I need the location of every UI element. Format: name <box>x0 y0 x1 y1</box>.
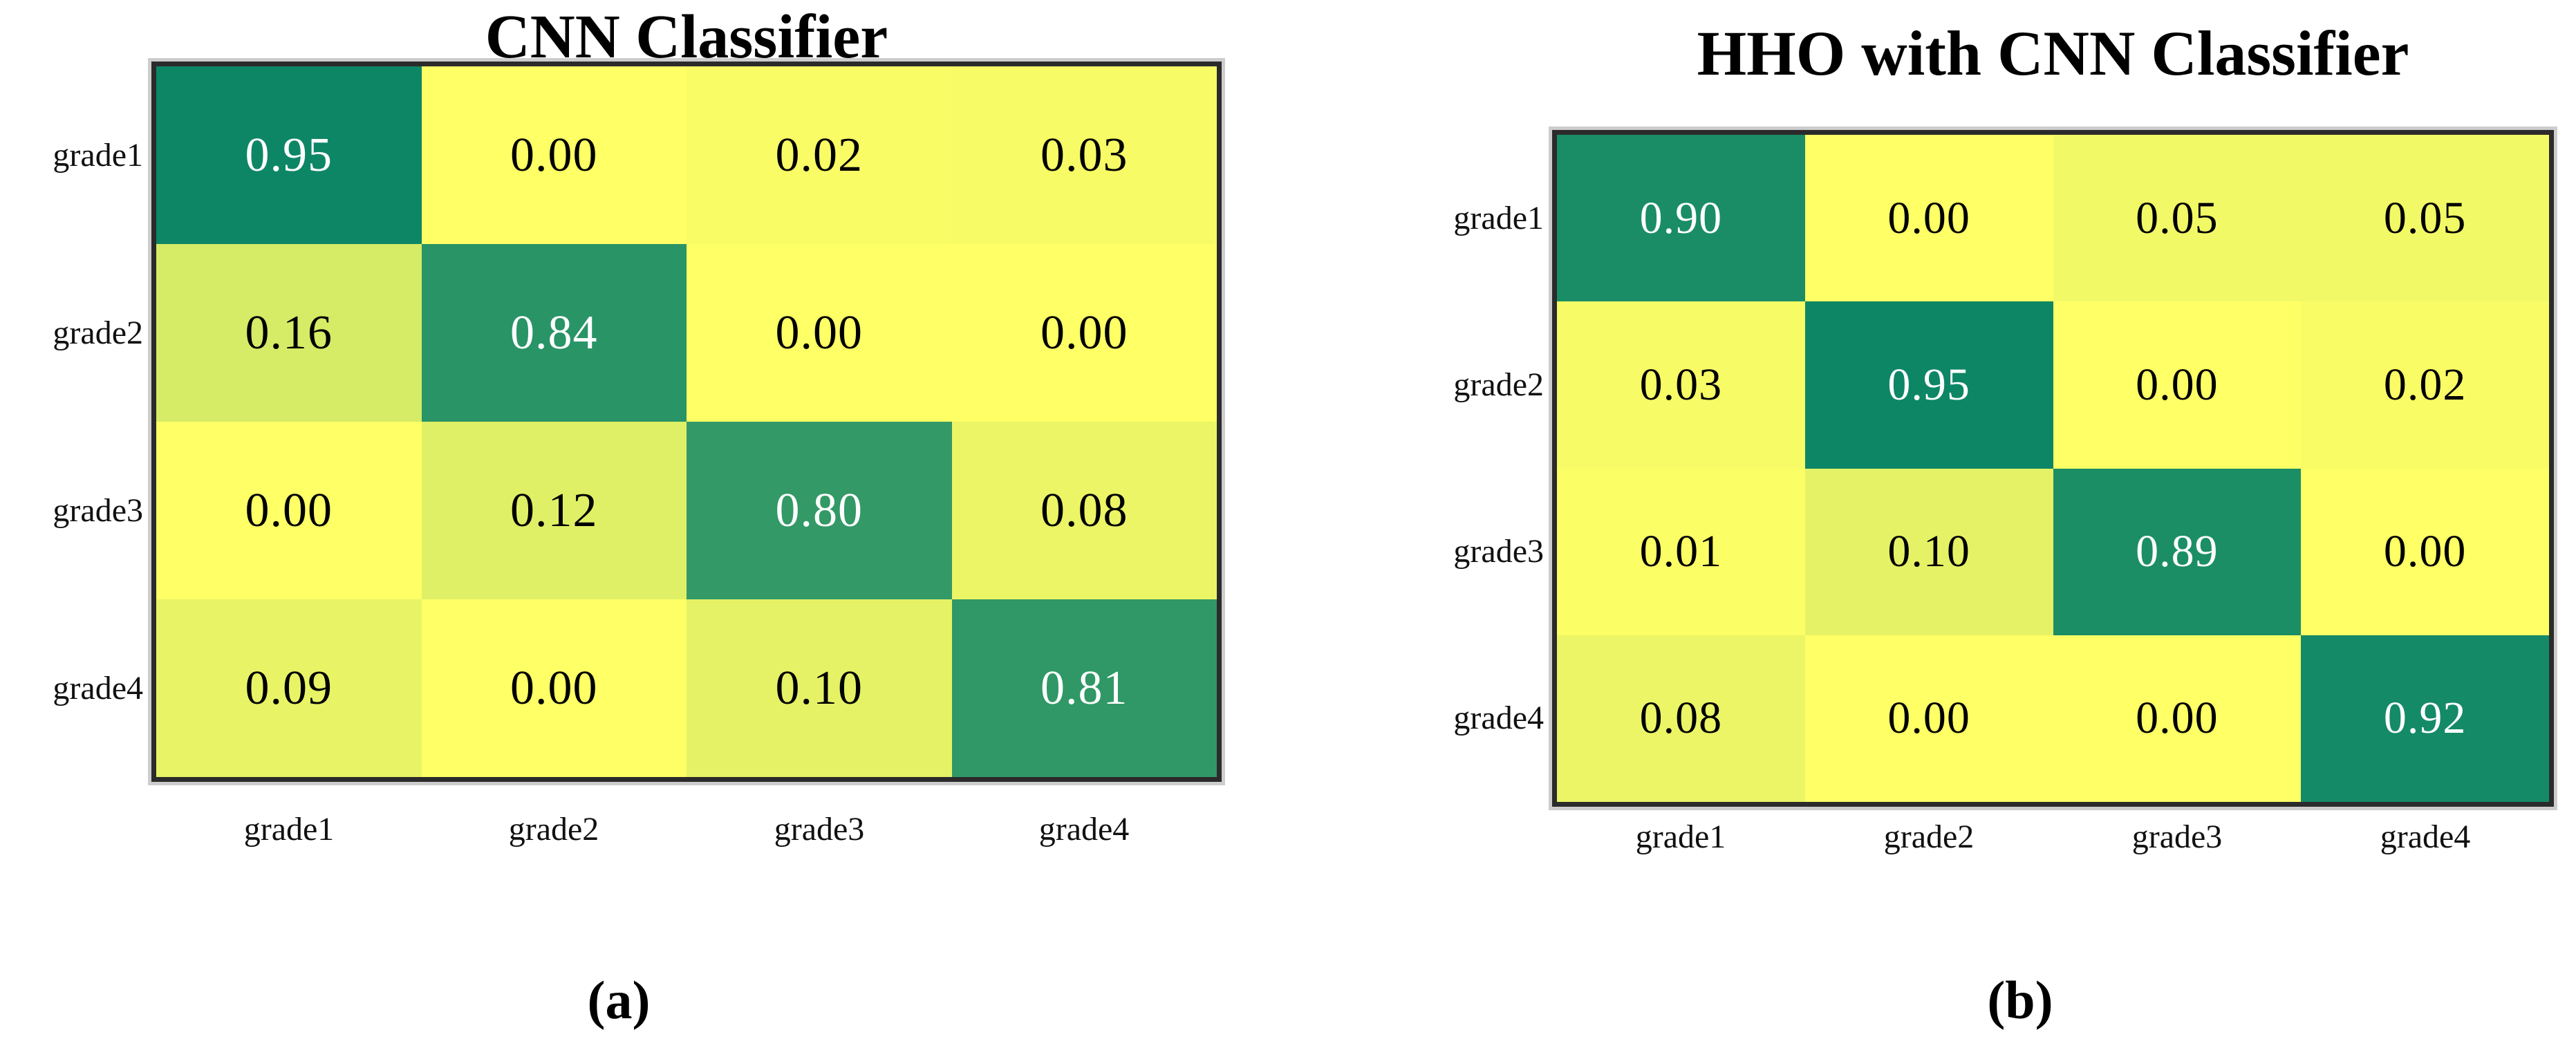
col-label-grade1: grade1 <box>243 811 335 848</box>
matrix-cell-r1c3: 0.05 <box>2053 135 2302 302</box>
row-label-grade4: grade4 <box>1453 700 1544 736</box>
matrix-cell-r4c2: 0.00 <box>1804 635 2053 802</box>
matrix-cell-r1c1: 0.95 <box>156 66 422 244</box>
col-label-grade2: grade2 <box>1883 818 1975 855</box>
col-label-grade4: grade4 <box>2380 818 2471 855</box>
matrix-cell-r1c4: 0.05 <box>2301 135 2549 302</box>
matrix-cell-r3c4: 0.00 <box>2301 468 2549 635</box>
matrix-cell-r1c2: 0.00 <box>421 66 687 244</box>
row-label-grade4: grade4 <box>53 670 143 707</box>
row-label-grade1: grade1 <box>1453 200 1544 236</box>
matrix-cell-r1c2: 0.00 <box>1804 135 2053 302</box>
row-label-grade3: grade3 <box>1453 533 1544 570</box>
col-label-grade1: grade1 <box>1635 818 1726 855</box>
matrix-cell-r4c4: 0.92 <box>2301 635 2549 802</box>
matrix-cell-r2c4: 0.02 <box>2301 301 2549 469</box>
matrix-cell-r1c3: 0.02 <box>687 66 952 244</box>
col-label-grade2: grade2 <box>508 811 599 848</box>
left-confusion-matrix: 0.95 0.00 0.02 0.03 0.16 0.84 0.00 0.00 0.00 0.12… <box>151 62 1222 782</box>
matrix-cell-r3c3: 0.80 <box>687 422 952 599</box>
matrix-cell-r4c3: 0.00 <box>2053 635 2302 802</box>
col-label-grade4: grade4 <box>1038 811 1130 848</box>
matrix-cell-r4c1: 0.08 <box>1557 635 1805 802</box>
matrix-cell-r4c3: 0.10 <box>687 599 952 777</box>
matrix-cell-r1c1: 0.90 <box>1557 135 1805 302</box>
matrix-cell-r1c4: 0.03 <box>951 66 1217 244</box>
matrix-cell-r2c2: 0.95 <box>1804 301 2053 469</box>
matrix-cell-r4c2: 0.00 <box>421 599 687 777</box>
row-label-grade3: grade3 <box>53 492 143 529</box>
subfigure-caption-a: (a) <box>587 970 651 1030</box>
matrix-cell-r4c1: 0.09 <box>156 599 422 777</box>
matrix-cell-r3c2: 0.12 <box>421 422 687 599</box>
matrix-cell-r3c1: 0.01 <box>1557 468 1805 635</box>
matrix-cell-r3c2: 0.10 <box>1804 468 2053 635</box>
right-confusion-matrix: 0.90 0.00 0.05 0.05 0.03 0.95 0.00 0.02 0.01 0.10… <box>1552 130 2554 807</box>
matrix-cell-r4c4: 0.81 <box>951 599 1217 777</box>
matrix-cell-r2c4: 0.00 <box>951 244 1217 422</box>
row-label-grade2: grade2 <box>1453 366 1544 403</box>
col-label-grade3: grade3 <box>774 811 865 848</box>
matrix-cell-r2c3: 0.00 <box>687 244 952 422</box>
right-panel-title: HHO with CNN Classifier <box>1697 18 2409 88</box>
matrix-cell-r3c1: 0.00 <box>156 422 422 599</box>
row-label-grade1: grade1 <box>53 137 143 174</box>
matrix-cell-r3c4: 0.08 <box>951 422 1217 599</box>
matrix-cell-r2c1: 0.16 <box>156 244 422 422</box>
matrix-cell-r2c2: 0.84 <box>421 244 687 422</box>
row-label-grade2: grade2 <box>53 315 143 351</box>
left-panel-title: CNN Classifier <box>485 3 888 71</box>
matrix-cell-r2c3: 0.00 <box>2053 301 2302 469</box>
col-label-grade3: grade3 <box>2131 818 2223 855</box>
subfigure-caption-b: (b) <box>1987 970 2053 1030</box>
matrix-cell-r3c3: 0.89 <box>2053 468 2302 635</box>
matrix-cell-r2c1: 0.03 <box>1557 301 1805 469</box>
